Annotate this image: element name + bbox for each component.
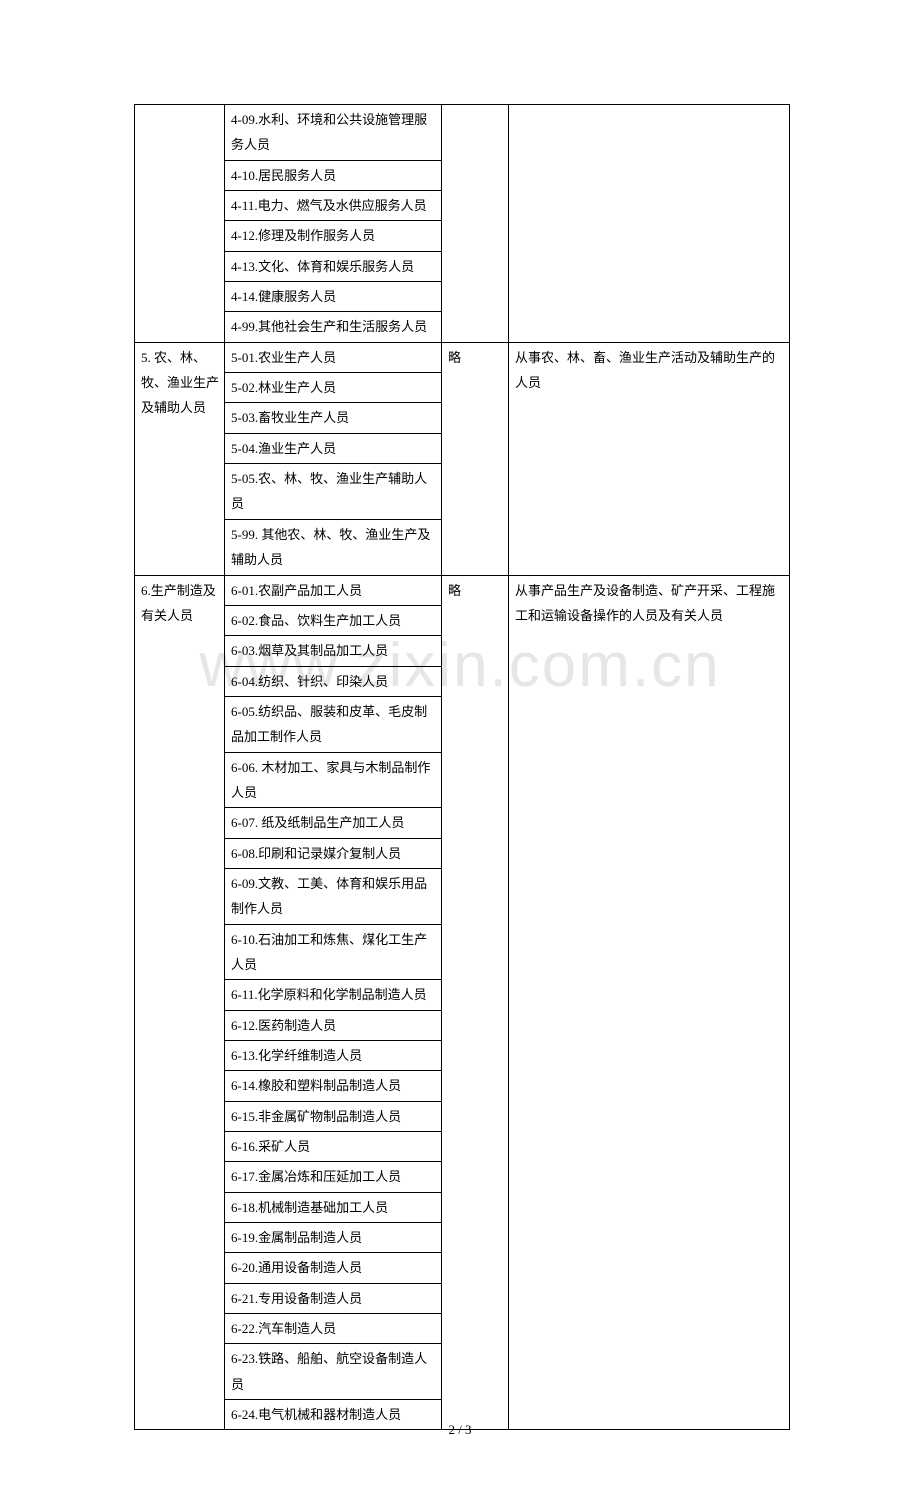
subcategory-cell: 5-02.林业生产人员 bbox=[225, 373, 442, 403]
subcategory-cell: 6-16.采矿人员 bbox=[225, 1132, 442, 1162]
subcategory-cell: 6-18.机械制造基础加工人员 bbox=[225, 1192, 442, 1222]
subcategory-cell: 6-05.纺织品、服装和皮革、毛皮制品加工制作人员 bbox=[225, 696, 442, 752]
subcategory-cell: 6-15.非金属矿物制品制造人员 bbox=[225, 1101, 442, 1131]
subcategory-cell: 4-11.电力、燃气及水供应服务人员 bbox=[225, 191, 442, 221]
subcategory-cell: 4-14.健康服务人员 bbox=[225, 282, 442, 312]
subcategory-cell: 6-04.纺织、针织、印染人员 bbox=[225, 666, 442, 696]
note-cell bbox=[442, 105, 509, 343]
category-cell: 5. 农、林、牧、渔业生产及辅助人员 bbox=[135, 342, 225, 575]
subcategory-cell: 5-03.畜牧业生产人员 bbox=[225, 403, 442, 433]
subcategory-cell: 5-99. 其他农、林、牧、渔业生产及辅助人员 bbox=[225, 519, 442, 575]
subcategory-cell: 5-05.农、林、牧、渔业生产辅助人员 bbox=[225, 464, 442, 520]
subcategory-cell: 6-24.电气机械和器材制造人员 bbox=[225, 1400, 442, 1430]
subcategory-cell: 6-23.铁路、船舶、航空设备制造人员 bbox=[225, 1344, 442, 1400]
subcategory-cell: 6-21.专用设备制造人员 bbox=[225, 1283, 442, 1313]
subcategory-cell: 6-22.汽车制造人员 bbox=[225, 1314, 442, 1344]
subcategory-cell: 6-10.石油加工和炼焦、煤化工生产人员 bbox=[225, 924, 442, 980]
subcategory-cell: 6-19.金属制品制造人员 bbox=[225, 1223, 442, 1253]
description-cell bbox=[509, 105, 790, 343]
subcategory-cell: 6-14.橡胶和塑料制品制造人员 bbox=[225, 1071, 442, 1101]
subcategory-cell: 6-11.化学原料和化学制品制造人员 bbox=[225, 980, 442, 1010]
subcategory-cell: 6-07. 纸及纸制品生产加工人员 bbox=[225, 808, 442, 838]
subcategory-cell: 4-09.水利、环境和公共设施管理服务人员 bbox=[225, 105, 442, 161]
description-cell: 从事农、林、畜、渔业生产活动及辅助生产的人员 bbox=[509, 342, 790, 575]
subcategory-cell: 5-01.农业生产人员 bbox=[225, 342, 442, 372]
occupation-table: 4-09.水利、环境和公共设施管理服务人员4-10.居民服务人员4-11.电力、… bbox=[134, 104, 790, 1430]
subcategory-cell: 6-03.烟草及其制品加工人员 bbox=[225, 636, 442, 666]
subcategory-cell: 6-08.印刷和记录媒介复制人员 bbox=[225, 838, 442, 868]
category-cell bbox=[135, 105, 225, 343]
subcategory-cell: 4-13.文化、体育和娱乐服务人员 bbox=[225, 251, 442, 281]
subcategory-cell: 6-02.食品、饮料生产加工人员 bbox=[225, 605, 442, 635]
subcategory-cell: 6-13.化学纤维制造人员 bbox=[225, 1041, 442, 1071]
subcategory-cell: 4-12.修理及制作服务人员 bbox=[225, 221, 442, 251]
subcategory-cell: 6-12.医药制造人员 bbox=[225, 1010, 442, 1040]
subcategory-cell: 6-20.通用设备制造人员 bbox=[225, 1253, 442, 1283]
note-cell: 略 bbox=[442, 342, 509, 575]
subcategory-cell: 4-99.其他社会生产和生活服务人员 bbox=[225, 312, 442, 342]
document-page: www.zixin.com.cn 4-09.水利、环境和公共设施管理服务人员4-… bbox=[0, 0, 920, 1490]
subcategory-cell: 6-09.文教、工美、体育和娱乐用品制作人员 bbox=[225, 868, 442, 924]
subcategory-cell: 4-10.居民服务人员 bbox=[225, 160, 442, 190]
table-row: 6.生产制造及有关人员6-01.农副产品加工人员略从事产品生产及设备制造、矿产开… bbox=[135, 575, 790, 605]
content-area: 4-09.水利、环境和公共设施管理服务人员4-10.居民服务人员4-11.电力、… bbox=[134, 104, 790, 1430]
table-row: 5. 农、林、牧、渔业生产及辅助人员5-01.农业生产人员略从事农、林、畜、渔业… bbox=[135, 342, 790, 372]
table-row: 4-09.水利、环境和公共设施管理服务人员 bbox=[135, 105, 790, 161]
subcategory-cell: 6-17.金属冶炼和压延加工人员 bbox=[225, 1162, 442, 1192]
subcategory-cell: 6-06. 木材加工、家具与木制品制作人员 bbox=[225, 752, 442, 808]
subcategory-cell: 5-04.渔业生产人员 bbox=[225, 433, 442, 463]
subcategory-cell: 6-01.农副产品加工人员 bbox=[225, 575, 442, 605]
